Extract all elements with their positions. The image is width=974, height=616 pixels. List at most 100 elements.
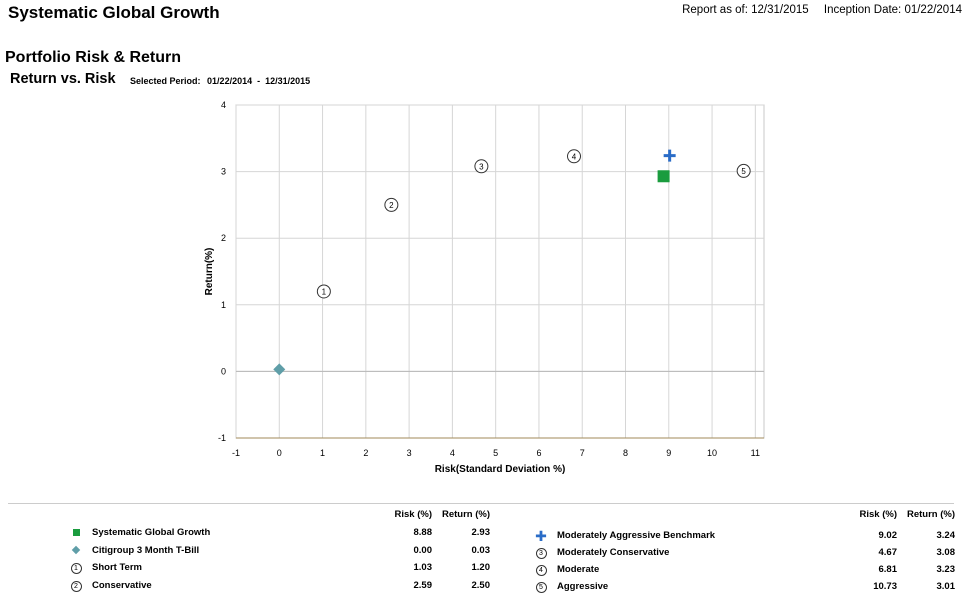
- legend-row: 2 Conservative 2.59 2.50: [70, 579, 495, 593]
- point-circle: [474, 159, 489, 174]
- legend-risk-value: 6.81: [878, 564, 898, 575]
- x-tick-label: 6: [536, 448, 541, 458]
- legend-series-name: Citigroup 3 Month T-Bill: [92, 544, 200, 556]
- legend-return-value: 2.50: [471, 579, 491, 591]
- divider: [8, 503, 954, 504]
- x-tick-label: 5: [493, 448, 498, 458]
- x-tick-label: 7: [580, 448, 585, 458]
- circle-number-icon: 1: [70, 563, 82, 574]
- point-circle: [567, 149, 582, 164]
- conservative-point: 2: [384, 197, 399, 212]
- y-tick-label: 1: [221, 300, 226, 310]
- x-tick-label: -1: [232, 448, 240, 458]
- point-label: 5: [741, 167, 746, 176]
- y-tick-label: 2: [221, 233, 226, 243]
- point-label: 2: [389, 201, 394, 210]
- legend-risk-value: 4.67: [878, 547, 898, 558]
- x-tick-label: 2: [363, 448, 368, 458]
- legend-series-name: Moderately Conservative: [557, 547, 670, 558]
- period-label: Selected Period:: [130, 76, 201, 86]
- x-axis-label: Risk(Standard Deviation %): [435, 464, 566, 475]
- point-label: 3: [479, 162, 484, 171]
- legend-risk-value: 1.03: [413, 562, 433, 573]
- legend-row: Citigroup 3 Month T-Bill 0.00 0.03: [70, 544, 495, 558]
- aggressive-point: 5: [736, 163, 751, 178]
- legend-row: Systematic Global Growth 8.88 2.93: [70, 526, 495, 540]
- x-tick-label: 11: [751, 448, 760, 458]
- plot-area: [235, 104, 765, 439]
- selected-period: Selected Period: 01/22/2014 - 12/31/2015: [130, 76, 314, 86]
- inception-date: Inception Date: 01/22/2014: [823, 4, 962, 16]
- x-tick-label: 3: [407, 448, 412, 458]
- legend-marker: 1: [70, 561, 82, 575]
- y-tick-label: -1: [218, 433, 226, 443]
- circle-number-icon: 2: [70, 580, 82, 592]
- x-tick-label: 0: [277, 448, 282, 458]
- legend-series-name: Moderate: [557, 564, 600, 575]
- chart-title: Return vs. Risk: [10, 71, 116, 87]
- moderately-aggressive-benchmark-point: [663, 149, 676, 162]
- report-title: Systematic Global Growth: [8, 3, 220, 22]
- point-circle: [384, 197, 399, 212]
- short-term-point: 1: [316, 284, 331, 299]
- x-tick-label: 1: [320, 448, 325, 458]
- point-circle: [316, 284, 331, 299]
- legend-row: 3 Moderately Conservative 4.67 3.08: [535, 546, 959, 560]
- legend-risk-value: 10.73: [873, 581, 897, 592]
- legend-series-name: Conservative: [92, 579, 152, 591]
- legend-return-value: 3.01: [936, 581, 956, 592]
- report-meta: Report as of: 12/31/2015 Inception Date:…: [670, 4, 962, 16]
- return-column-header: Return (%): [441, 509, 490, 520]
- legend-series-name: Short Term: [92, 562, 142, 573]
- legend-return-value: 2.93: [471, 527, 491, 538]
- return-column-header: Return (%): [906, 509, 955, 520]
- y-axis-label: Return(%): [204, 248, 215, 296]
- risk-column-header: Risk (%): [859, 509, 897, 520]
- moderate-point: 4: [567, 149, 582, 164]
- legend-marker: ✚: [535, 529, 547, 543]
- x-tick-label: 10: [707, 448, 717, 458]
- legend-return-value: 3.24: [936, 530, 956, 541]
- legend-series-name: Moderately Aggressive Benchmark: [557, 530, 716, 541]
- circle-number-icon: 3: [535, 548, 547, 559]
- legend-return-value: 3.08: [936, 547, 956, 558]
- section-title: Portfolio Risk & Return: [5, 49, 182, 66]
- legend-return-value: 0.03: [471, 544, 491, 556]
- risk-return-chart: -1 0 1 2 3 4 5 6 7 8 9 10 11 -1 0 1 2 3 4 Risk(Standard Dev…: [204, 100, 765, 475]
- x-tick-label: 8: [623, 448, 628, 458]
- y-tick-label: 3: [221, 167, 226, 177]
- circle-number-icon: 4: [535, 565, 547, 576]
- x-tick-label: 4: [450, 448, 455, 458]
- point-label: 1: [322, 287, 327, 296]
- legend-return-value: 1.20: [471, 562, 491, 573]
- legend-marker: 4: [535, 563, 547, 577]
- legend-marker: [70, 526, 82, 540]
- square-marker-icon: [72, 529, 80, 536]
- legend-risk-value: 9.02: [878, 530, 898, 541]
- point-label: 4: [572, 152, 577, 161]
- circle-number-icon: 5: [535, 582, 547, 593]
- legend-risk-value: 0.00: [413, 544, 433, 556]
- legend-marker: [70, 544, 82, 558]
- legend-series-name: Systematic Global Growth: [92, 527, 211, 538]
- diamond-marker-icon: [71, 545, 81, 554]
- legend-row: 5 Aggressive 10.73 3.01: [535, 580, 959, 594]
- legend-marker: 5: [535, 580, 547, 594]
- legend-risk-value: 8.88: [413, 527, 433, 538]
- legend-series-name: Aggressive: [557, 581, 609, 592]
- legend-return-value: 3.23: [936, 564, 956, 575]
- period-value: 01/22/2014 - 12/31/2015: [207, 76, 311, 86]
- plus-marker-icon: ✚: [535, 528, 547, 544]
- citigroup-3-month-t-bill-point: [273, 363, 286, 376]
- legend-marker: 3: [535, 546, 547, 560]
- y-tick-label: 0: [221, 366, 226, 376]
- legend-row: 1 Short Term 1.03 1.20: [70, 561, 495, 575]
- report-as-of: Report as of: 12/31/2015: [682, 4, 809, 16]
- risk-column-header: Risk (%): [394, 509, 432, 520]
- x-tick-label: 9: [666, 448, 671, 458]
- legend-row: ✚ Moderately Aggressive Benchmark 9.02 3.24: [535, 529, 959, 543]
- legend-risk-value: 2.59: [413, 579, 433, 591]
- legend-marker: 2: [70, 579, 82, 593]
- systematic-global-growth-point: [657, 170, 670, 183]
- point-circle: [736, 163, 751, 178]
